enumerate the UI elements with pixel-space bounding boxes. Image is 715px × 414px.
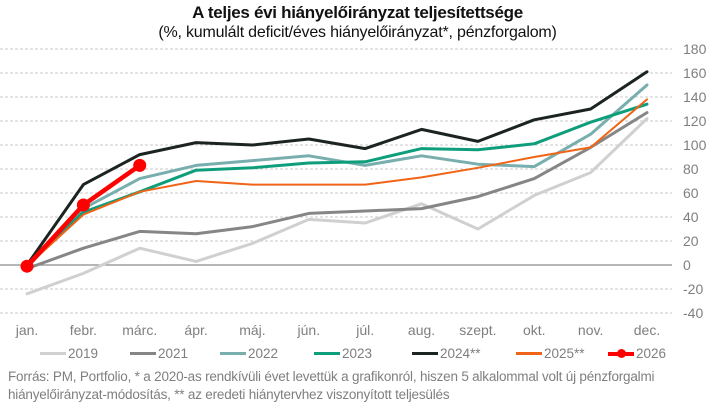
data-point-2026 [20, 259, 34, 273]
legend-label: 2021 [158, 346, 189, 361]
series-line-2019 [25, 117, 649, 296]
chart-subtitle: (%, kumulált deficit/éves hiányelőirányz… [158, 24, 557, 41]
legend-item: 2026 [608, 346, 666, 361]
legend-label: 2026 [636, 346, 667, 361]
x-tick-label: jan. [15, 322, 39, 338]
x-tick-label: okt. [523, 322, 546, 338]
x-tick-label: febr. [70, 322, 97, 338]
y-tick-label: 40 [683, 209, 699, 225]
series-lines [20, 70, 649, 296]
y-tick-label: 80 [683, 161, 699, 177]
legend-label: 2022 [248, 346, 279, 361]
y-tick-label: 60 [683, 185, 699, 201]
x-tick-label: szept. [459, 322, 496, 338]
y-tick-label: -40 [683, 305, 703, 321]
legend-label: 2019 [68, 346, 99, 361]
data-point-2026 [76, 198, 90, 212]
gridlines [0, 48, 672, 314]
x-tick-label: aug. [408, 322, 435, 338]
y-tick-label: 180 [683, 41, 707, 57]
data-point-2026 [133, 158, 147, 172]
y-tick-label: 100 [683, 137, 707, 153]
legend-swatch [130, 352, 156, 355]
series-line-2021 [25, 111, 649, 271]
legend-swatch [40, 352, 66, 355]
source-note: Forrás: PM, Portfolio, * a 2020-as rendk… [8, 369, 655, 402]
legend-swatch [220, 352, 246, 355]
legend-item: 2022 [220, 346, 278, 361]
series-line-2025 [26, 98, 648, 268]
y-tick-label: 120 [683, 113, 707, 129]
series-line-2024 [25, 70, 649, 267]
y-tick-label: 140 [683, 89, 707, 105]
legend-item: 2024** [412, 346, 481, 361]
legend-item: 2021 [130, 346, 188, 361]
x-tick-label: máj. [239, 322, 265, 338]
y-tick-label: -20 [683, 281, 703, 297]
x-tick-label: dec. [634, 322, 660, 338]
legend-swatch [412, 352, 438, 355]
x-tick-label: ápr. [184, 322, 207, 338]
x-axis-ticks: jan. febr. márc. ápr. máj. jún. júl. aug. szept.… [15, 322, 661, 338]
chart-title: A teljes évi hiányelőirányzat teljesítet… [192, 3, 523, 22]
legend-label: 2024** [440, 346, 481, 361]
y-tick-label: 0 [683, 257, 691, 273]
x-tick-label: nov. [578, 322, 603, 338]
legend-item: 2019 [40, 346, 98, 361]
legend-swatch [516, 352, 542, 355]
y-tick-label: 20 [683, 233, 699, 249]
legend-label: 2023 [342, 346, 373, 361]
legend: 2019 2021 2022 2023 2024** 2025** 2026 [40, 346, 700, 364]
x-tick-label: márc. [122, 322, 157, 338]
legend-swatch [314, 352, 340, 355]
y-axis-ticks: 180 160 140 120 100 80 60 40 20 0 -20 -40 [683, 41, 707, 321]
legend-item: 2025** [516, 346, 585, 361]
legend-item: 2023 [314, 346, 372, 361]
legend-label: 2025** [544, 346, 585, 361]
y-tick-label: 160 [683, 65, 707, 81]
legend-swatch [608, 348, 634, 358]
series-line-2022 [25, 83, 649, 269]
x-tick-label: júl. [355, 322, 374, 338]
x-tick-label: jún. [297, 322, 321, 338]
